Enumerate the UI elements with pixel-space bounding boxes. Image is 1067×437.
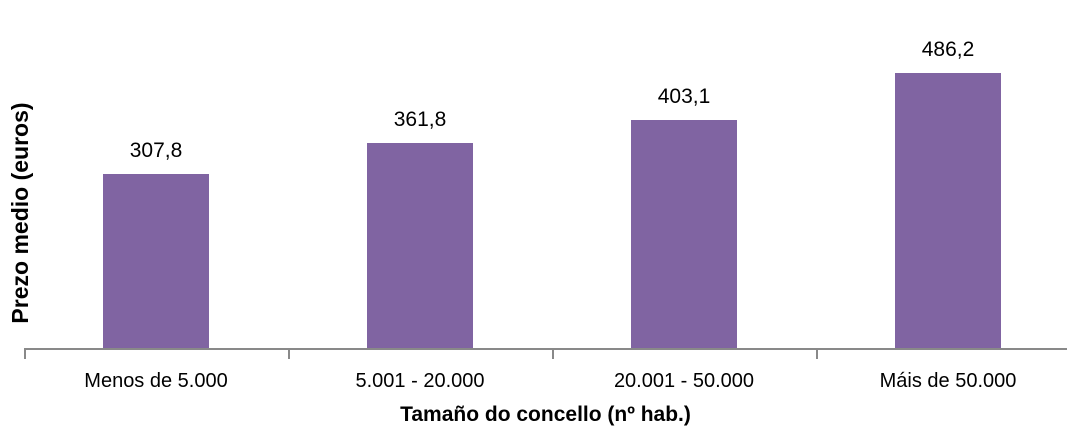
bar-value-label: 403,1 [657, 85, 711, 108]
bar-value-label: 486,2 [921, 38, 975, 61]
x-tick-label: Máis de 50.000 [879, 370, 1017, 392]
bar [631, 120, 737, 349]
bar-value-label: 307,8 [129, 139, 183, 162]
x-tick-label: 5.001 - 20.000 [355, 370, 485, 392]
axis-tick [288, 349, 290, 359]
y-axis-title: Prezo medio (euros) [7, 102, 33, 324]
x-tick-label: 20.001 - 50.000 [613, 370, 755, 392]
bar [367, 143, 473, 349]
bar [103, 174, 209, 349]
axis-tick [816, 349, 818, 359]
axis-tick [552, 349, 554, 359]
x-tick-label: Menos de 5.000 [84, 370, 228, 392]
bar [895, 73, 1001, 349]
axis-tick [24, 349, 26, 359]
x-axis-line [24, 348, 1067, 350]
x-axis-title: Tamaño do concello (nº hab.) [400, 403, 691, 426]
bar-value-label: 361,8 [393, 108, 447, 131]
